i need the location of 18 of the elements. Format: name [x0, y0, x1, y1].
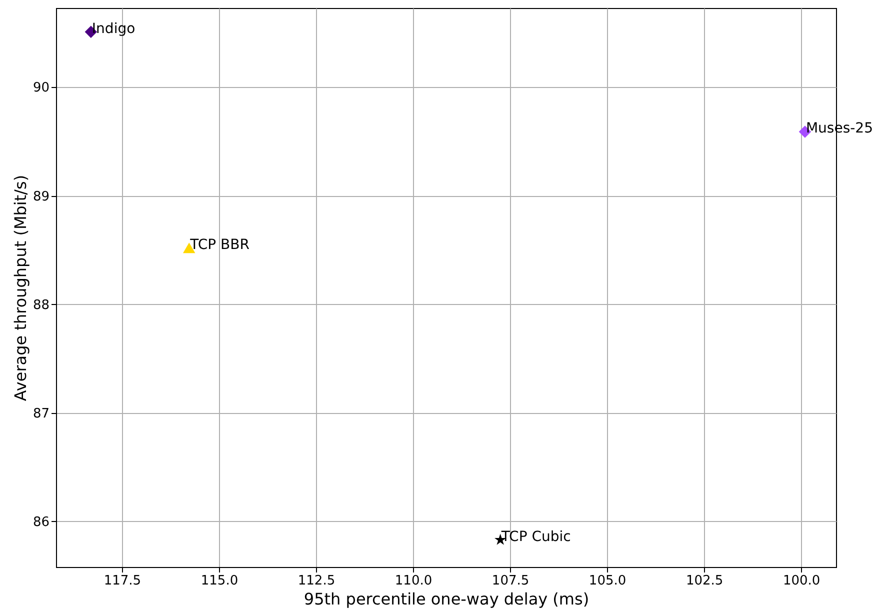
y-tick-label: 87: [32, 406, 50, 422]
y-tick-label: 88: [32, 298, 50, 313]
series-label: TCP Cubic: [500, 528, 571, 545]
y-tick-label: 90: [32, 80, 50, 96]
x-tick-label: 117.5: [104, 574, 142, 588]
x-tick-label: 110.0: [394, 574, 432, 588]
x-tick-label: 115.0: [200, 574, 238, 588]
series-label: TCP BBR: [189, 236, 250, 253]
series-label: Indigo: [92, 20, 136, 37]
y-tick-label: 86: [32, 514, 50, 530]
x-tick-label: 107.5: [492, 574, 530, 588]
y-axis-title: Average throughput (Mbit/s): [10, 174, 30, 402]
x-tick-label: 105.0: [588, 574, 626, 588]
x-tick-label: 100.0: [782, 574, 820, 588]
x-tick-label: 112.5: [298, 574, 336, 588]
x-axis-title: 95th percentile one-way delay (ms): [304, 590, 590, 608]
x-tick-label: 102.5: [686, 574, 724, 588]
y-tick-label: 89: [32, 189, 50, 204]
